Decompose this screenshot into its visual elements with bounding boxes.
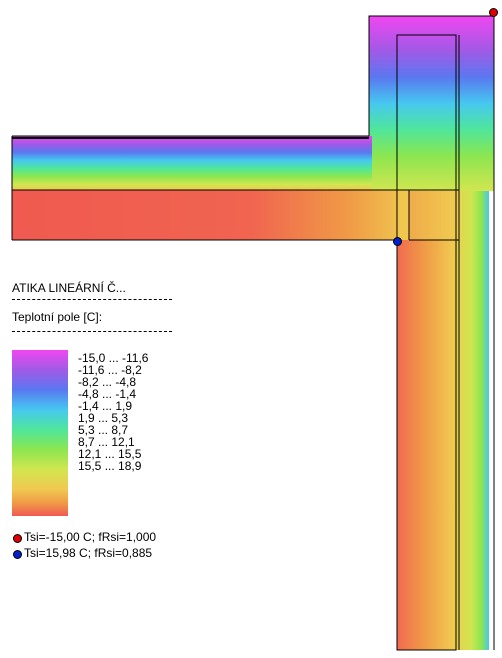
title-divider (12, 299, 172, 300)
point-marker-warm (393, 237, 402, 246)
parapet-region (369, 16, 494, 191)
point-label-warm: Tsi=15,98 C; fRsi=0,885 (24, 546, 153, 560)
field-label: Teplotní pole [C]: (12, 310, 103, 324)
legend-range: -11,6 ... -8,2 (78, 363, 142, 377)
legend-range: -8,2 ... -4,8 (78, 375, 137, 389)
junction-region (397, 190, 459, 240)
point-marker-cold (489, 8, 498, 17)
legend-range: -1,4 ... 1,9 (78, 399, 133, 413)
legend-range: 15,5 ... 18,9 (78, 459, 142, 473)
diagram-title: ATIKA LINEÁRNÍ Č... (12, 281, 126, 295)
legend-range: 12,1 ... 15,5 (78, 447, 142, 461)
roof-insulation-region (12, 136, 372, 190)
legend-dot-cold (13, 534, 22, 543)
legend-color-bar (12, 350, 68, 516)
legend-range: 8,7 ... 12,1 (78, 435, 135, 449)
field-divider (12, 331, 172, 332)
legend-range: -15,0 ... -11,6 (78, 351, 149, 365)
legend-range: 5,3 ... 8,7 (78, 423, 129, 437)
wall-region (397, 190, 489, 650)
legend-range: -4,8 ... -1,4 (78, 387, 137, 401)
legend-range: 1,9 ... 5,3 (78, 411, 129, 425)
legend-dot-warm (13, 550, 22, 559)
ceiling-slab-region (12, 190, 409, 240)
point-label-cold: Tsi=-15,00 C; fRsi=1,000 (24, 530, 157, 544)
construction-outlines (11, 15, 495, 651)
